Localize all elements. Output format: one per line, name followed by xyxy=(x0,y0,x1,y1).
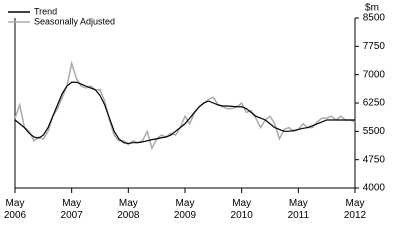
y-tick-label: 7000 xyxy=(363,69,386,80)
legend-label: Seasonally Adjusted xyxy=(34,16,115,26)
x-tick-label: May 2010 xyxy=(230,198,253,221)
y-unit: $m xyxy=(365,3,379,14)
x-tick-label: May 2006 xyxy=(3,198,27,221)
y-tick-label: 7750 xyxy=(363,41,386,52)
page: $m 4000 4750 5500 6250 7000 7750 8500 Trend Seas… xyxy=(3,3,386,221)
chart: $m 4000 4750 5500 6250 7000 7750 8500 TrendSeas… xyxy=(8,3,386,194)
y-tick-label: 8500 xyxy=(363,13,386,24)
y-tick-label: 4750 xyxy=(363,154,386,165)
y-tick-label: 4000 xyxy=(363,183,386,194)
y-tick-label: 6250 xyxy=(363,98,386,109)
legend-label: Trend xyxy=(34,6,57,16)
x-tick-label: May 2009 xyxy=(173,198,197,221)
x-tick-label: May 2007 xyxy=(60,198,83,221)
x-tick-label: May 2012 xyxy=(343,198,367,221)
x-tick-label: May 2008 xyxy=(117,198,140,221)
x-tick-label: May 2011 xyxy=(287,198,310,221)
series-line xyxy=(14,81,355,145)
y-tick-label: 5500 xyxy=(363,126,386,137)
series-line xyxy=(14,60,356,151)
